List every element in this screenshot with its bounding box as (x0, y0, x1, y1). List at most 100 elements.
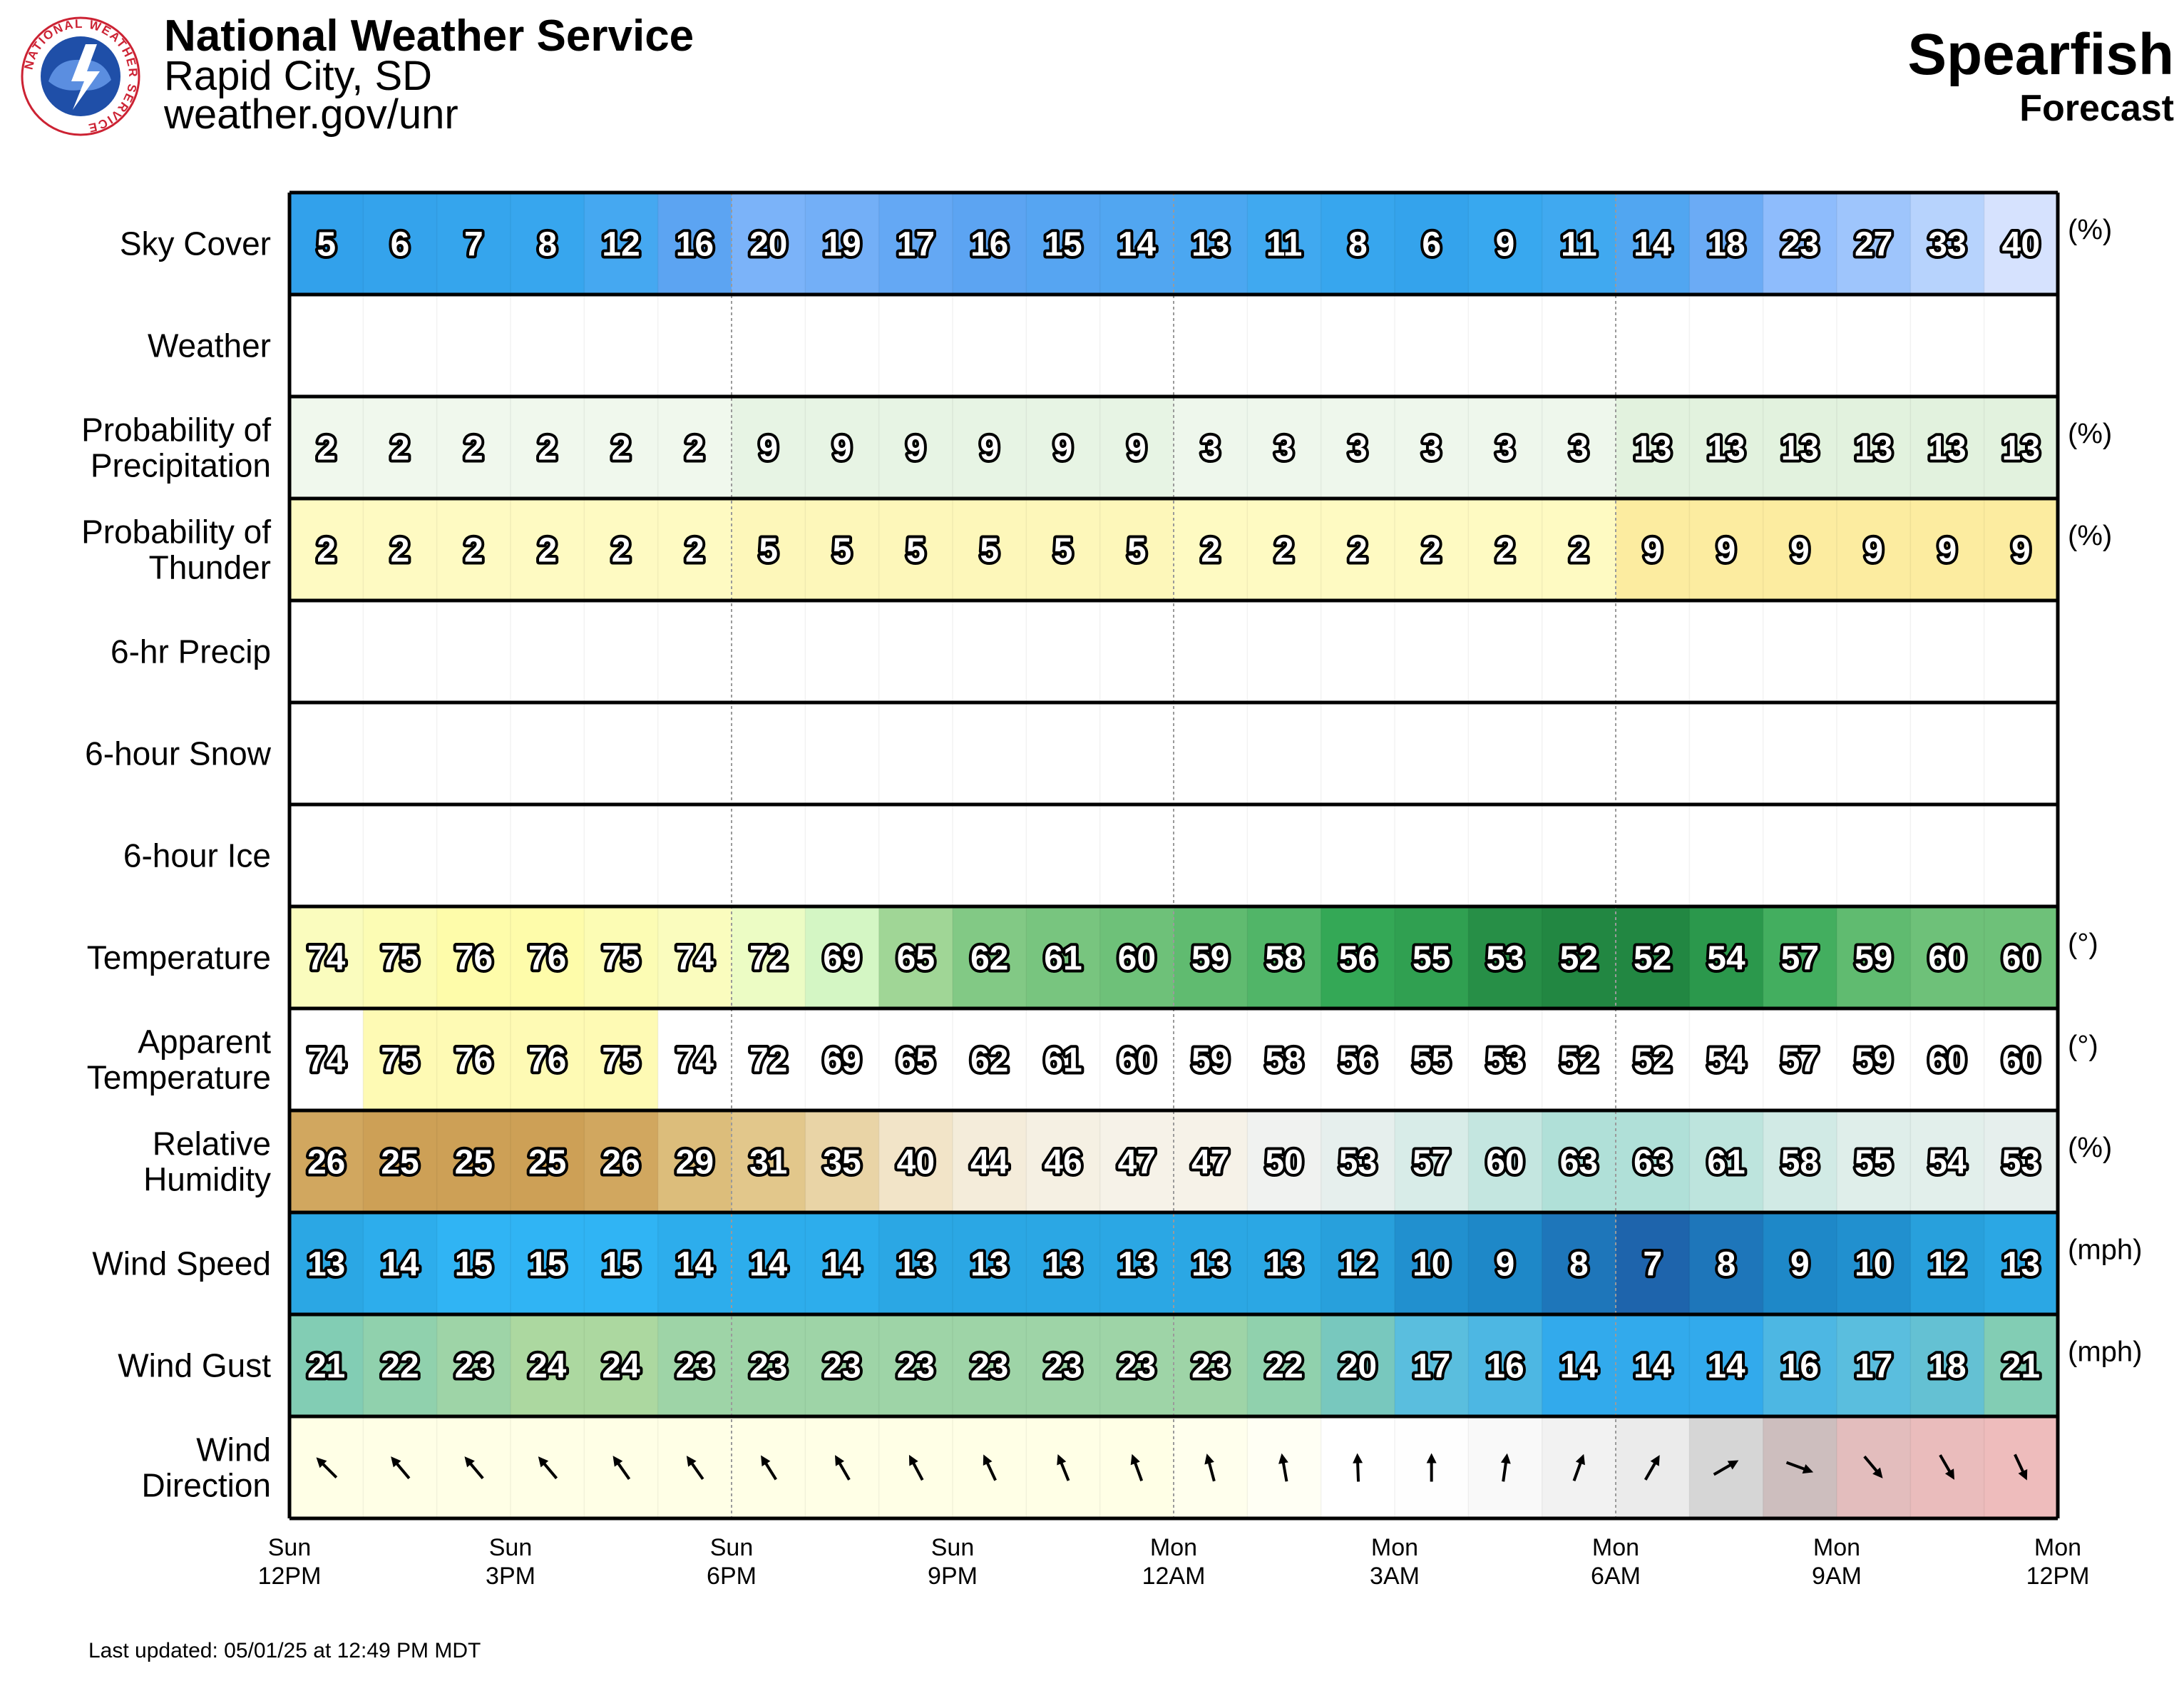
cell-sky (1026, 193, 1101, 295)
wind-direction-arrow (1939, 1454, 1954, 1480)
cell-value-apparent: 74 (307, 1042, 346, 1080)
cell-value-rh: 53 (2002, 1144, 2040, 1182)
cell-value-thunder: 5 (833, 532, 852, 570)
cell-thunder (878, 499, 953, 601)
wind-direction-arrow (1500, 1453, 1511, 1482)
cell-value-gust: 14 (1634, 1348, 1672, 1386)
row-unit: (mph) (2068, 1235, 2142, 1266)
cell-rh (1542, 1110, 1616, 1212)
cell-value-thunder: 5 (1127, 532, 1147, 570)
time-axis-hour: 3AM (1370, 1563, 1420, 1590)
cell-value-thunder: 2 (612, 532, 631, 570)
cell-apparent (732, 1008, 806, 1110)
wind-direction-arrow (686, 1456, 704, 1481)
cell-pop (436, 397, 511, 499)
cell-value-sky: 6 (1422, 226, 1441, 264)
cell-value-sky: 18 (1707, 226, 1745, 264)
cell-pop (1026, 397, 1101, 499)
cell-temp (289, 906, 364, 1008)
cell-value-temp: 61 (1044, 940, 1082, 978)
cell-temp (1910, 906, 1985, 1008)
cell-value-gust: 23 (1044, 1348, 1082, 1386)
cell-thunder (584, 499, 659, 601)
cell-gust (1026, 1314, 1101, 1416)
cell-value-gust: 14 (1560, 1348, 1599, 1386)
cell-rh (1247, 1110, 1322, 1212)
cell-value-pop: 9 (833, 430, 852, 468)
cell-apparent (289, 1008, 364, 1110)
cell-value-apparent: 72 (749, 1042, 787, 1080)
cell-sky (1542, 193, 1616, 295)
cell-value-rh: 57 (1413, 1144, 1450, 1182)
cell-value-rh: 53 (1339, 1144, 1377, 1182)
cell-temp (732, 906, 806, 1008)
cell-wind (1763, 1212, 1837, 1314)
cell-apparent (1321, 1008, 1395, 1110)
cell-pop (1468, 397, 1543, 499)
cell-gust (1321, 1314, 1395, 1416)
cell-value-apparent: 53 (1486, 1042, 1524, 1080)
cell-apparent (1689, 1008, 1764, 1110)
cell-sky (584, 193, 659, 295)
cell-rh (1689, 1110, 1764, 1212)
row-blank-1: Weather (148, 327, 271, 364)
cell-wind (1026, 1212, 1101, 1314)
cell-apparent (1837, 1008, 1911, 1110)
cell-value-temp: 75 (602, 940, 640, 978)
cell-rh (1321, 1110, 1395, 1212)
cell-value-temp: 62 (970, 940, 1008, 978)
cell-pop (953, 397, 1027, 499)
row-label: Wind Gust (118, 1347, 271, 1384)
cell-wind (1837, 1212, 1911, 1314)
cell-thunder (732, 499, 806, 601)
forecast-subtitle: Forecast (2019, 88, 2174, 129)
cell-value-wind: 14 (676, 1246, 714, 1284)
cell-value-thunder: 2 (464, 532, 483, 570)
row-label: Temperature (87, 1059, 271, 1096)
cell-thunder (1763, 499, 1837, 601)
cell-value-sky: 16 (676, 226, 714, 264)
cell-value-apparent: 54 (1707, 1042, 1745, 1080)
cell-temp (1542, 906, 1616, 1008)
cell-value-pop: 3 (1201, 430, 1220, 468)
location-title: Spearfish (1907, 22, 2174, 87)
cell-thunder (1174, 499, 1248, 601)
cell-wind (1689, 1212, 1764, 1314)
cell-gust (1689, 1314, 1764, 1416)
cell-value-gust: 23 (970, 1348, 1008, 1386)
cell-value-apparent: 65 (897, 1042, 935, 1080)
row-blank-4: 6-hr Precip (111, 633, 271, 670)
cell-value-thunder: 5 (1054, 532, 1073, 570)
cell-rh (878, 1110, 953, 1212)
cell-gust (1247, 1314, 1322, 1416)
wind-direction-arrow (1426, 1453, 1437, 1482)
cell-rh (1468, 1110, 1543, 1212)
cell-thunder (1247, 499, 1322, 601)
cell-value-thunder: 2 (317, 532, 336, 570)
wind-direction-arrow (908, 1454, 924, 1481)
cell-value-gust: 14 (1707, 1348, 1745, 1386)
cell-value-wind: 9 (1496, 1246, 1515, 1284)
cell-gust (657, 1314, 732, 1416)
cell-value-rh: 40 (897, 1144, 935, 1182)
cell-gust (436, 1314, 511, 1416)
cell-value-sky: 20 (749, 226, 787, 264)
cell-value-temp: 57 (1781, 940, 1819, 978)
wind-direction-arrow (1572, 1453, 1585, 1481)
wind-direction-arrow (391, 1456, 411, 1480)
row-label: Probability of (81, 412, 271, 449)
cell-value-gust: 24 (528, 1348, 567, 1386)
cell-apparent (1616, 1008, 1690, 1110)
cell-rh (953, 1110, 1027, 1212)
office-website[interactable]: weather.gov/unr (164, 91, 458, 138)
cell-temp (1837, 906, 1911, 1008)
cell-value-pop: 3 (1275, 430, 1294, 468)
cell-wind (1395, 1212, 1469, 1314)
row-label: Direction (141, 1467, 271, 1504)
cell-value-apparent: 75 (381, 1042, 419, 1080)
cell-value-thunder: 2 (1569, 532, 1589, 570)
cell-sky (805, 193, 880, 295)
